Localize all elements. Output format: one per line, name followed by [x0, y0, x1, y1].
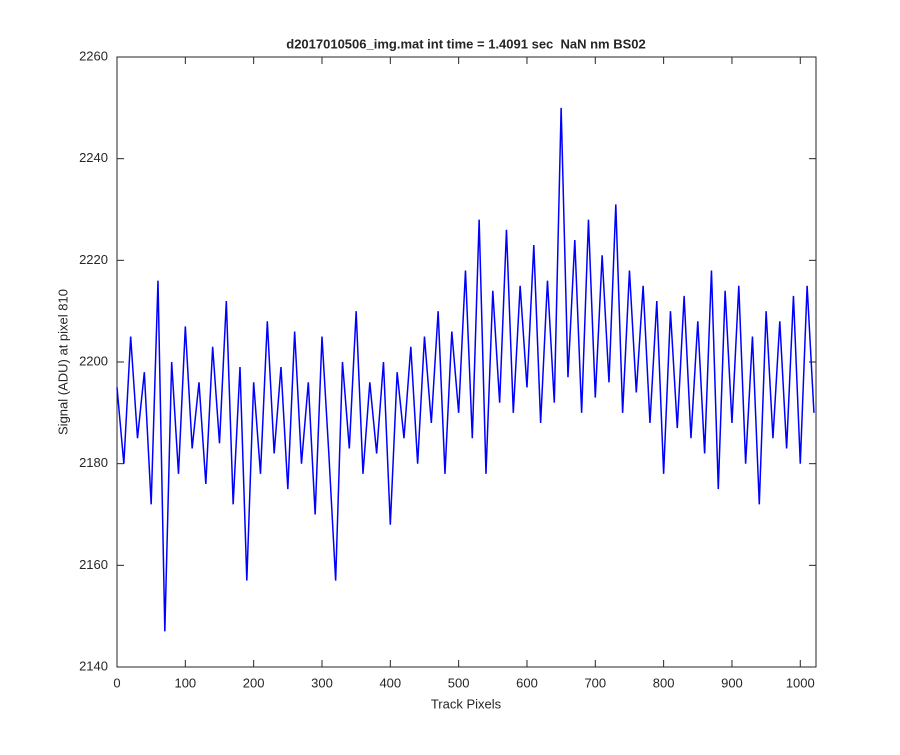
y-axis-label: Signal (ADU) at pixel 810: [55, 289, 70, 435]
y-tick-label: 2200: [79, 353, 108, 368]
x-tick-label: 800: [653, 675, 675, 690]
x-tick-label: 100: [174, 675, 196, 690]
y-tick-label: 2240: [79, 150, 108, 165]
y-tick-label: 2180: [79, 455, 108, 470]
x-tick-label: 1000: [786, 675, 815, 690]
x-tick-label: 400: [379, 675, 401, 690]
axes-box: [116, 56, 817, 668]
data-line: [116, 107, 815, 632]
x-axis-label: Track Pixels: [431, 696, 502, 711]
x-tick-label: 600: [516, 675, 538, 690]
x-tick-label: 500: [448, 675, 470, 690]
x-tick-label: 300: [311, 675, 333, 690]
x-tick-label: 0: [113, 675, 120, 690]
y-tick-label: 2220: [79, 252, 108, 267]
x-tick-label: 900: [721, 675, 743, 690]
y-tick-label: 2140: [79, 658, 108, 673]
chart-title: d2017010506_img.mat int time = 1.4091 se…: [286, 36, 646, 51]
y-tick-label: 2160: [79, 557, 108, 572]
y-tick-label: 2260: [79, 48, 108, 63]
x-tick-label: 700: [584, 675, 606, 690]
x-tick-label: 200: [243, 675, 265, 690]
